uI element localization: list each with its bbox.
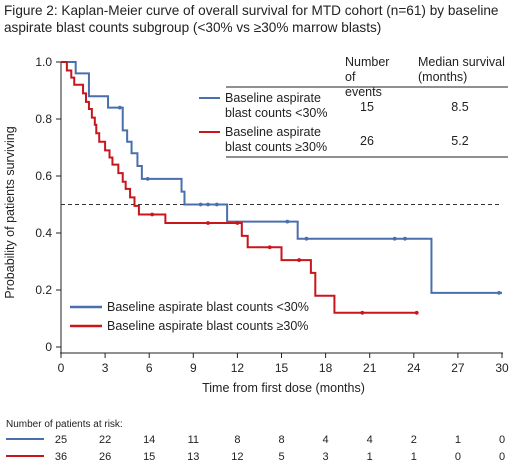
x-tick-label: 18	[319, 361, 333, 375]
x-tick-label: 9	[190, 361, 197, 375]
x-tick-label: 3	[102, 361, 109, 375]
risk-table-cell: 8	[278, 434, 284, 446]
censor-mark-high-blast	[360, 310, 365, 315]
censor-mark-low-blast	[117, 105, 122, 110]
survival-curve-low-blast	[61, 61, 502, 294]
y-tick-label: 0.2	[35, 283, 52, 297]
censor-mark-low-blast	[304, 236, 309, 241]
median-survival-value: 5.2	[451, 134, 468, 148]
x-tick-label: 15	[275, 361, 289, 375]
events-count-value: 26	[360, 134, 374, 148]
survival-curves	[61, 61, 502, 315]
median-survival-value: 8.5	[451, 100, 468, 114]
risk-table-cell: 0	[499, 451, 505, 463]
x-tick-label: 24	[407, 361, 421, 375]
y-tick-label: 0.8	[35, 112, 52, 126]
events-table-row-label: Baseline aspirate blast counts ≥30%	[225, 125, 327, 154]
censor-mark-low-blast	[403, 236, 407, 241]
legend-label: Baseline aspirate blast counts ≥30%	[107, 319, 308, 333]
x-tick-label: 27	[451, 361, 465, 375]
risk-table-cell: 1	[411, 451, 417, 463]
x-tick-label: 0	[58, 361, 65, 375]
risk-table-cell: 13	[187, 451, 199, 463]
events-table-row-label: Baseline aspirate blast counts <30%	[225, 91, 328, 120]
events-table: Number of events Median survival (months) Bas…	[199, 55, 508, 158]
survival-curve-high-blast	[61, 61, 417, 314]
censor-mark-low-blast	[497, 290, 501, 295]
risk-table-title: Number of patients at risk:	[6, 419, 123, 430]
censor-mark-low-blast	[214, 202, 219, 207]
x-tick-label: 6	[146, 361, 153, 375]
y-tick-label: 1.0	[35, 55, 52, 69]
y-tick-label: 0	[45, 340, 52, 354]
risk-table-cell: 4	[323, 434, 329, 446]
risk-table-cell: 36	[55, 451, 67, 463]
censor-mark-low-blast	[198, 202, 203, 207]
risk-table-cell: 26	[99, 451, 111, 463]
risk-table-cell: 8	[234, 434, 240, 446]
risk-table-cell: 15	[143, 451, 155, 463]
censor-mark-low-blast	[206, 202, 210, 207]
risk-table-cell: 12	[231, 451, 243, 463]
censor-mark-high-blast	[267, 245, 272, 250]
risk-table-cell: 0	[455, 451, 461, 463]
risk-table-cell: 4	[367, 434, 373, 446]
risk-table-cell: 3	[323, 451, 329, 463]
censor-mark-high-blast	[297, 258, 302, 262]
legend-label: Baseline aspirate blast counts <30%	[107, 300, 309, 314]
censor-mark-high-blast	[414, 310, 419, 315]
risk-table-cell: 1	[367, 451, 373, 463]
risk-table-cell: 11	[188, 434, 199, 446]
x-tick-label: 12	[231, 361, 245, 375]
x-tick-label: 30	[495, 361, 509, 375]
x-axis-title: Time from first dose (months)	[202, 381, 365, 395]
risk-table-cell: 2	[411, 434, 417, 446]
censor-mark-high-blast	[235, 221, 240, 225]
risk-table: Number of patients at risk:25 22 14 11 8 8 4 4 2…	[6, 419, 505, 463]
events-header-count: Number of events	[345, 55, 389, 99]
censor-mark-low-blast	[145, 176, 150, 181]
risk-table-cell: 0	[499, 434, 505, 446]
risk-table-cell: 25	[55, 434, 67, 446]
x-tick-label: 21	[363, 361, 377, 375]
y-tick-label: 0.4	[35, 226, 52, 240]
events-count-value: 15	[360, 100, 374, 114]
y-tick-label: 0.6	[35, 169, 52, 183]
censor-mark-high-blast	[206, 221, 210, 225]
censor-mark-low-blast	[392, 236, 397, 241]
events-header-median: Median survival (months)	[418, 55, 505, 84]
censor-mark-low-blast	[285, 219, 290, 224]
censor-mark-high-blast	[150, 212, 155, 217]
axes: 0 0.2 0.4 0.6 0.8 1.0 0 3 6 9 12 15 18 21 24 27 30 Time f…	[3, 55, 509, 395]
risk-table-cell: 5	[278, 451, 284, 463]
legend: Baseline aspirate blast counts <30% Basel…	[70, 300, 309, 333]
y-axis-title: Probability of patients surviving	[3, 126, 17, 298]
risk-table-cell: 1	[455, 434, 461, 446]
risk-table-cell: 14	[143, 434, 155, 446]
risk-table-cell: 22	[99, 434, 111, 446]
figure-title: Figure 2: Kaplan-Meier curve of overall …	[4, 3, 499, 35]
